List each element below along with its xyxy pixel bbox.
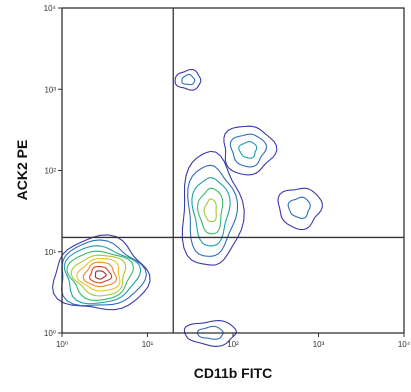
tick-layer: 10⁰ 10¹ 10² 10³ 10⁴ 10⁰ 10¹ 10² 10³ 10⁴ <box>44 4 411 349</box>
y-axis-label: ACK2 PE <box>14 140 30 201</box>
contour-line <box>61 239 147 307</box>
contour-line <box>76 257 121 292</box>
contour-line <box>203 198 217 223</box>
contour-line <box>174 68 202 91</box>
contour-line <box>63 245 142 305</box>
contour-line <box>191 177 231 247</box>
contour-line <box>94 270 107 280</box>
contour-line <box>238 141 258 159</box>
contour-line <box>52 234 151 311</box>
contour-line <box>223 125 278 176</box>
y-tick-label: 10⁰ <box>44 329 56 338</box>
y-tick-label: 10⁴ <box>44 4 57 13</box>
x-tick-label: 10¹ <box>142 340 154 349</box>
contour-line <box>66 250 134 301</box>
contour-line <box>89 265 113 284</box>
x-tick-label: 10⁴ <box>398 340 411 349</box>
contour-line <box>82 261 118 288</box>
x-axis-label: CD11b FITC <box>194 365 273 381</box>
y-tick-label: 10³ <box>44 85 56 94</box>
y-tick-label: 10¹ <box>44 248 56 257</box>
contour-line <box>196 187 224 235</box>
contour-line <box>181 150 245 266</box>
contour-line <box>70 254 127 297</box>
x-tick-label: 10⁰ <box>56 340 68 349</box>
contour-line <box>277 187 323 231</box>
x-tick-label: 10³ <box>313 340 325 349</box>
x-tick-label: 10² <box>227 340 239 349</box>
y-tick-label: 10² <box>44 167 56 176</box>
contour-layer <box>52 68 323 347</box>
contour-line <box>181 74 196 86</box>
contour-line <box>187 164 239 257</box>
contour-line <box>229 133 268 168</box>
contour-line <box>287 196 311 219</box>
